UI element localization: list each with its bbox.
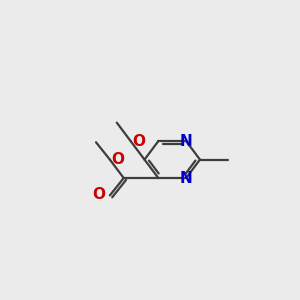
Text: O: O [132, 134, 145, 148]
Text: N: N [180, 171, 193, 186]
Text: O: O [92, 187, 105, 202]
Text: O: O [111, 152, 124, 167]
Text: N: N [180, 134, 193, 148]
